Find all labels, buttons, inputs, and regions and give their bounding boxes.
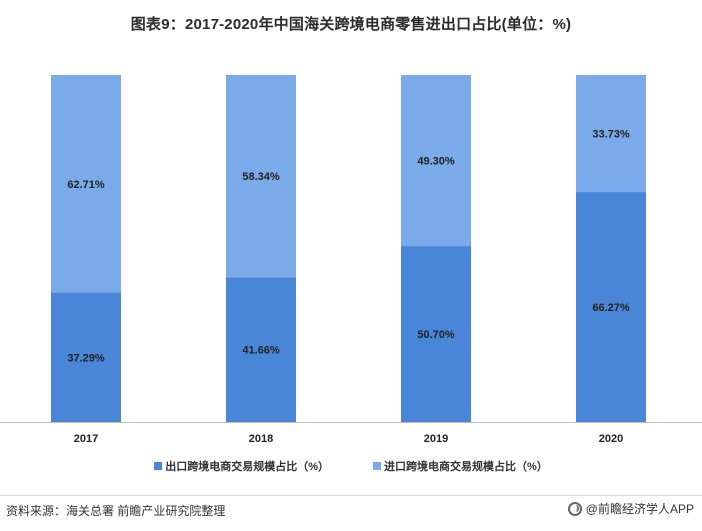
- bar-export-2019: [401, 246, 471, 422]
- x-tick-labels-layer: 2017 2018 2019 2020: [74, 433, 623, 445]
- legend-label-import: 进口跨境电商交易规模占比（%）: [384, 461, 548, 473]
- bar-export-2020: [576, 192, 646, 422]
- data-label-import-2018: 58.34%: [242, 171, 280, 183]
- source-note: 资料来源：海关总署 前瞻产业研究院整理: [6, 504, 226, 518]
- x-tick-label-2018: 2018: [249, 433, 273, 445]
- brand-name: @前瞻经济学人APP: [585, 502, 694, 516]
- data-label-export-2020: 66.27%: [592, 302, 630, 314]
- chart-title: 图表9：2017-2020年中国海关跨境电商零售进出口占比(单位：%): [130, 16, 572, 33]
- data-label-import-2019: 49.30%: [417, 156, 455, 168]
- bars-layer: [51, 75, 646, 422]
- bar-import-2018: [226, 75, 296, 278]
- legend-item-import: 进口跨境电商交易规模占比（%）: [373, 458, 548, 474]
- data-label-import-2020: 33.73%: [592, 129, 630, 141]
- legend-item-export: 出口跨境电商交易规模占比（%）: [154, 458, 329, 474]
- bar-import-2020: [576, 75, 646, 193]
- x-tick-label-2020: 2020: [599, 433, 623, 445]
- footer-divider: [0, 495, 702, 496]
- brand-logo-icon: [567, 501, 582, 516]
- legend-swatch-import: [373, 462, 381, 470]
- bar-export-2017: [51, 292, 121, 422]
- data-label-export-2018: 41.66%: [242, 345, 280, 357]
- x-tick-label-2017: 2017: [74, 433, 98, 445]
- data-label-import-2017: 62.71%: [67, 179, 105, 191]
- x-tick-label-2019: 2019: [424, 433, 448, 445]
- bar-export-2018: [226, 277, 296, 422]
- data-label-export-2019: 50.70%: [417, 329, 455, 341]
- legend-label-export: 出口跨境电商交易规模占比（%）: [165, 461, 329, 473]
- legend-swatch-export: [154, 462, 163, 470]
- data-label-export-2017: 37.29%: [67, 352, 105, 364]
- data-labels-layer: 37.29% 62.71% 41.66% 58.34% 50.70% 49.30% 66.2…: [67, 129, 630, 365]
- brand-mark: @前瞻经济学人APP: [567, 500, 694, 517]
- legend: 出口跨境电商交易规模占比（%） 进口跨境电商交易规模占比（%）: [0, 458, 702, 474]
- bar-import-2017: [51, 75, 121, 293]
- bar-import-2019: [401, 75, 471, 247]
